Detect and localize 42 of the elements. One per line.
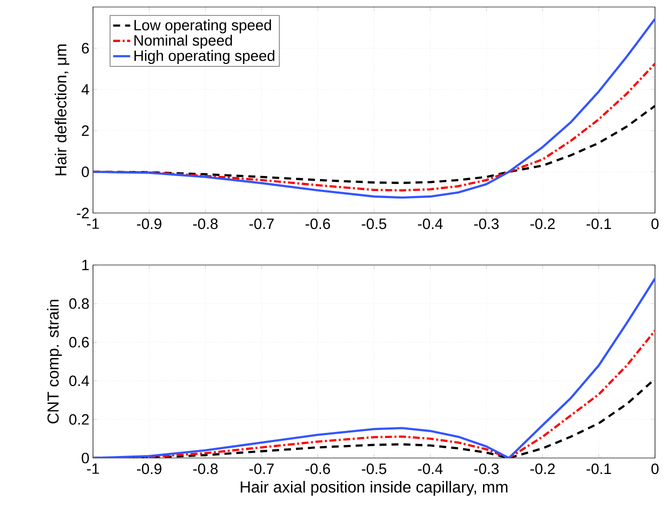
x-tick-label: -1 bbox=[87, 218, 99, 229]
x-tick-label: -0.5 bbox=[362, 464, 386, 474]
x-tick-label: -0.6 bbox=[306, 464, 330, 474]
x-tick-label: -0.2 bbox=[530, 464, 555, 474]
y-axis-title: CNT comp. strain bbox=[47, 300, 62, 424]
x-tick-label: 0 bbox=[651, 464, 659, 474]
x-tick-label: -0.8 bbox=[193, 218, 218, 230]
line-series bbox=[93, 18, 656, 199]
legend-label: Low operating speed bbox=[134, 19, 271, 34]
y-tick-label: 4 bbox=[82, 84, 90, 95]
y-tick-label: -2 bbox=[76, 208, 89, 218]
y-tick-label: 0 bbox=[82, 452, 89, 464]
x-tick-label: -0.1 bbox=[586, 218, 611, 230]
line-series bbox=[93, 62, 656, 192]
y-tick-label: 1 bbox=[82, 260, 89, 270]
y-tick-label: 0.2 bbox=[69, 414, 89, 425]
y-tick-label: 0.6 bbox=[69, 336, 89, 348]
y-tick-label: 0.4 bbox=[69, 376, 90, 386]
y-tick-label: 0 bbox=[82, 166, 89, 178]
y-tick-label: 6 bbox=[82, 42, 89, 54]
y-tick-label: 2 bbox=[82, 125, 89, 136]
line-series bbox=[93, 277, 656, 458]
x-tick-label: 0 bbox=[651, 218, 659, 230]
x-tick-label: -0.3 bbox=[474, 464, 499, 474]
x-tick-label: -0.5 bbox=[362, 218, 386, 230]
x-tick-label: -0.7 bbox=[249, 464, 274, 474]
legend-label: High operating speed bbox=[134, 50, 274, 64]
x-tick-label: -0.9 bbox=[136, 464, 162, 474]
x-tick-label: -0.1 bbox=[586, 464, 611, 474]
x-axis-title: Hair axial position inside capillary, mm bbox=[240, 480, 508, 496]
x-tick-label: -0.3 bbox=[474, 218, 499, 230]
y-tick-label: 0.8 bbox=[69, 298, 89, 309]
legend-label: Nominal speed bbox=[134, 34, 232, 49]
x-tick-label: -0.7 bbox=[249, 218, 274, 230]
x-tick-label: -0.4 bbox=[418, 218, 443, 230]
x-tick-label: -0.9 bbox=[136, 218, 162, 230]
y-axis-title: Hair deflection, μm bbox=[54, 44, 70, 176]
x-tick-label: -1 bbox=[87, 464, 99, 474]
x-tick-label: -0.8 bbox=[193, 464, 218, 474]
x-tick-label: -0.4 bbox=[418, 464, 443, 474]
x-tick-label: -0.6 bbox=[306, 218, 330, 230]
x-tick-label: -0.2 bbox=[530, 218, 555, 230]
